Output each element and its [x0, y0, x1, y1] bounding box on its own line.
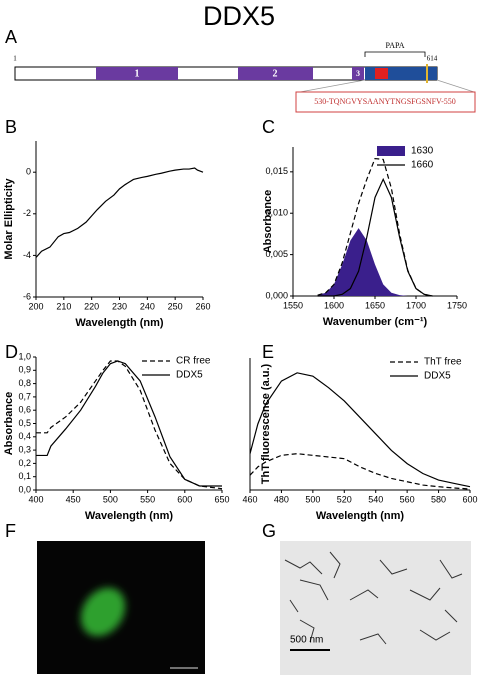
y-axis-label: Absorbance: [262, 190, 274, 254]
x-tick-label: 1600: [324, 300, 344, 310]
legend-label: DDX5: [424, 371, 451, 382]
panel-label: E: [262, 342, 274, 362]
end-label: 614: [427, 55, 438, 63]
region-bracket: [364, 51, 426, 57]
y-tick-label: 0,3: [18, 444, 31, 454]
line: [36, 360, 222, 487]
panel-label: C: [262, 117, 275, 137]
y-tick-label: -4: [23, 250, 31, 260]
x-tick-label: 1550: [283, 300, 303, 310]
x-axis-label: Wavenumber (cm⁻¹): [323, 316, 428, 328]
x-tick-label: 240: [140, 301, 155, 311]
scale-bar-label: 500 nm: [290, 635, 323, 646]
x-tick-label: 580: [431, 494, 446, 504]
x-axis-label: Wavelength (nm): [316, 510, 405, 522]
x-axis-label: Wavelength (nm): [75, 317, 164, 329]
x-tick-label: 1650: [365, 300, 385, 310]
x-tick-label: 1750: [447, 300, 467, 310]
y-tick-label: 0,8: [18, 378, 31, 388]
legend-label: 1630: [411, 146, 434, 157]
sequence-box: [295, 91, 476, 113]
x-tick-label: 1700: [406, 300, 426, 310]
y-tick-label: 0,4: [18, 431, 31, 441]
connector: [436, 79, 475, 93]
panel-label: F: [5, 521, 16, 541]
domain-label: 1: [135, 68, 140, 79]
y-tick-label: 0: [26, 167, 31, 177]
y-tick-label: -2: [23, 208, 31, 218]
x-tick-label: 560: [400, 494, 415, 504]
y-axis-label: Absorbance: [3, 392, 15, 456]
x-tick-label: 480: [274, 494, 289, 504]
x-tick-label: 230: [112, 301, 127, 311]
x-tick-label: 260: [195, 301, 210, 311]
domain-label: 2: [273, 68, 278, 79]
y-tick-label: 0,2: [18, 458, 31, 468]
x-tick-label: 460: [242, 494, 257, 504]
y-tick-label: 0,000: [265, 290, 288, 300]
line: [249, 453, 471, 490]
legend-label: DDX5: [176, 370, 203, 381]
x-tick-label: 400: [28, 494, 43, 504]
panel-label: G: [262, 521, 276, 541]
legend-label: ThT free: [424, 357, 462, 368]
legend-swatch: [377, 146, 405, 156]
x-tick-label: 600: [177, 494, 192, 504]
y-tick-label: 0,7: [18, 391, 31, 401]
region-label: PAPA: [386, 41, 405, 50]
domain: [352, 67, 364, 80]
y-tick-label: 0,010: [265, 208, 288, 218]
line: [35, 167, 204, 258]
x-tick-label: 500: [103, 494, 118, 504]
x-tick-label: 250: [168, 301, 183, 311]
y-tick-label: -6: [23, 291, 31, 301]
x-tick-label: 200: [28, 301, 43, 311]
panel-label: B: [5, 117, 17, 137]
y-tick-label: 0,005: [265, 249, 288, 259]
charts: 200 210 220 230 240 250 260 -6 -4 -2 0 Wavelength (…: [3, 141, 478, 522]
area: [317, 228, 433, 296]
tem-image: [280, 541, 471, 675]
x-tick-label: 210: [56, 301, 71, 311]
legend-label: 1660: [411, 160, 434, 171]
sequence: 530-TQNGVYSAANYTNGSFGSNFV-550: [314, 97, 456, 106]
line: [36, 360, 223, 490]
legend-label: CR free: [176, 356, 211, 367]
y-tick-label: 0,6: [18, 405, 31, 415]
y-tick-label: 0,0: [18, 484, 31, 494]
figure-title: DDX5: [203, 1, 275, 31]
start-label: 1: [13, 55, 17, 63]
line: [249, 372, 471, 488]
x-tick-label: 500: [305, 494, 320, 504]
y-axis-label: ThT fluorescence (a.u.): [260, 363, 272, 484]
panel-label: A: [5, 27, 17, 47]
x-tick-label: 650: [214, 494, 229, 504]
x-tick-label: 600: [462, 494, 477, 504]
y-tick-label: 1,0: [18, 351, 31, 361]
marker: [426, 64, 428, 83]
fibrils: [284, 551, 463, 645]
papa-motif: [375, 68, 388, 79]
y-tick-label: 0,9: [18, 365, 31, 375]
x-tick-label: 550: [140, 494, 155, 504]
line: [317, 157, 433, 297]
fluorescent-aggregate: [80, 587, 126, 637]
y-tick-label: 0,5: [18, 418, 31, 428]
x-tick-label: 450: [66, 494, 81, 504]
y-axis-label: Molar Ellipticity: [3, 177, 15, 259]
y-tick-label: 0,015: [265, 166, 288, 176]
domain: [96, 67, 178, 80]
x-axis-label: Wavelength (nm): [85, 510, 174, 522]
connector: [299, 79, 366, 93]
x-tick-label: 220: [84, 301, 99, 311]
panel-label: D: [5, 342, 18, 362]
x-tick-label: 520: [337, 494, 352, 504]
y-tick-label: 0,1: [18, 471, 31, 481]
domain-map: 1 2 3 1 614 PAPA 530-TQNGVYSAANYTNGSFGSN…: [13, 41, 476, 113]
x-tick-label: 540: [368, 494, 383, 504]
domain: [238, 67, 313, 80]
domain-label: 3: [356, 69, 360, 78]
